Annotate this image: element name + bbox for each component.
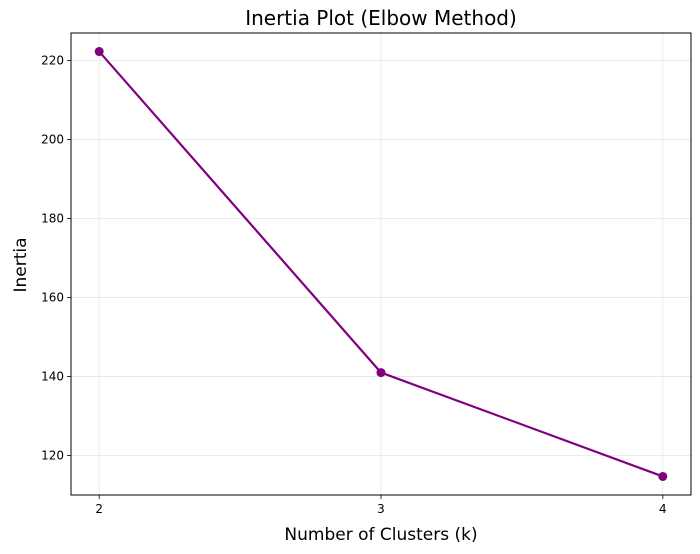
plot-frame — [70, 32, 692, 496]
y-tick-label: 140 — [41, 370, 64, 384]
data-point — [376, 368, 386, 378]
y-tick-label: 180 — [41, 212, 64, 226]
y-tick-label: 120 — [41, 449, 64, 463]
x-axis-label: Number of Clusters (k) — [284, 525, 477, 545]
data-point — [658, 471, 668, 481]
data-points — [94, 47, 668, 481]
y-tick-label: 220 — [41, 54, 64, 68]
y-tick-label: 160 — [41, 291, 64, 305]
x-tick-label: 4 — [659, 502, 667, 516]
y-axis-label: Inertia — [11, 237, 31, 292]
x-tick-label: 3 — [377, 502, 385, 516]
x-tick-label: 2 — [95, 502, 103, 516]
y-tick-label: 200 — [41, 133, 64, 147]
axis-ticks: 2 3 4 120 140 160 180 200 220 — [41, 54, 667, 516]
data-point — [94, 47, 104, 57]
chart-title: Inertia Plot (Elbow Method) — [245, 6, 517, 30]
